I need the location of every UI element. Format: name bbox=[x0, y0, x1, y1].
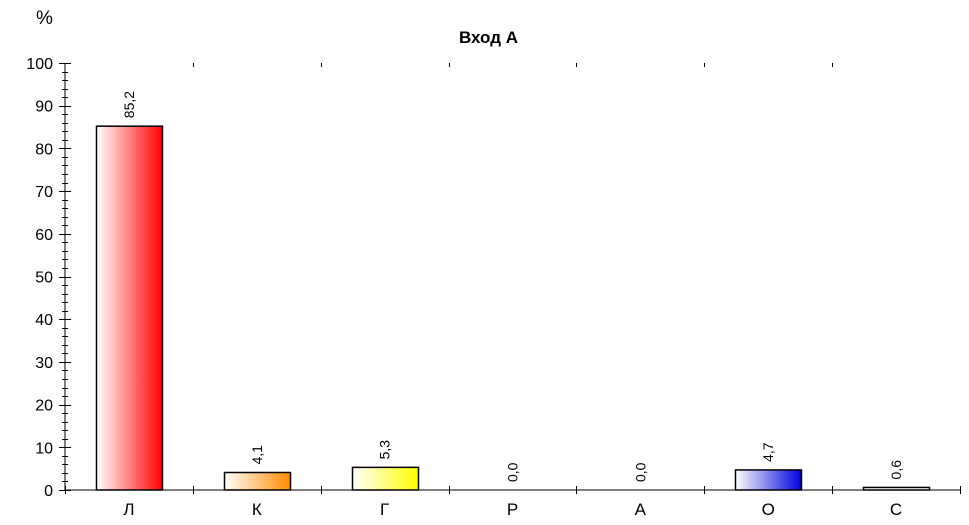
x-tick-label: Р bbox=[507, 500, 518, 519]
y-tick-label: 50 bbox=[35, 270, 53, 287]
bar-К bbox=[223, 471, 292, 491]
x-tick-label: К bbox=[252, 500, 262, 519]
y-tick-label: 90 bbox=[35, 99, 53, 116]
bar-Г bbox=[351, 466, 420, 491]
x-tick-label: Г bbox=[380, 500, 389, 519]
x-tick-label: Л bbox=[123, 500, 134, 519]
y-axis-unit-label: % bbox=[36, 8, 53, 29]
value-label: 4,1 bbox=[249, 445, 265, 465]
value-label: 0,0 bbox=[632, 462, 648, 482]
bar-С bbox=[862, 486, 931, 491]
x-tick-label: О bbox=[762, 500, 775, 519]
x-tick-label: С bbox=[890, 500, 902, 519]
labels: 0 10 20 30 40 50 60 70 80 90 100 85,2 Л 4,1 К 5,3 Г 0,0 Р 0… bbox=[26, 56, 904, 519]
chart-title: Вход А bbox=[458, 28, 519, 47]
value-label: 85,2 bbox=[121, 91, 137, 118]
y-tick-label: 70 bbox=[35, 184, 53, 201]
value-label: 5,3 bbox=[377, 440, 393, 460]
bar-Л bbox=[95, 125, 164, 491]
y-tick-label: 80 bbox=[35, 141, 53, 158]
y-tick-label: 60 bbox=[35, 227, 53, 244]
y-tick-label: 10 bbox=[35, 440, 53, 457]
value-label: 0,0 bbox=[505, 462, 521, 482]
x-tick-label: А bbox=[635, 500, 647, 519]
bar-О bbox=[734, 469, 803, 491]
value-label: 4,7 bbox=[760, 442, 776, 462]
y-tick-label: 20 bbox=[35, 398, 53, 415]
y-tick-label: 40 bbox=[35, 312, 53, 329]
value-label: 0,6 bbox=[888, 460, 904, 480]
axes bbox=[59, 63, 961, 494]
y-tick-label: 100 bbox=[26, 56, 53, 73]
y-tick-label: 30 bbox=[35, 355, 53, 372]
bars bbox=[95, 125, 931, 491]
y-tick-label: 0 bbox=[44, 483, 53, 500]
